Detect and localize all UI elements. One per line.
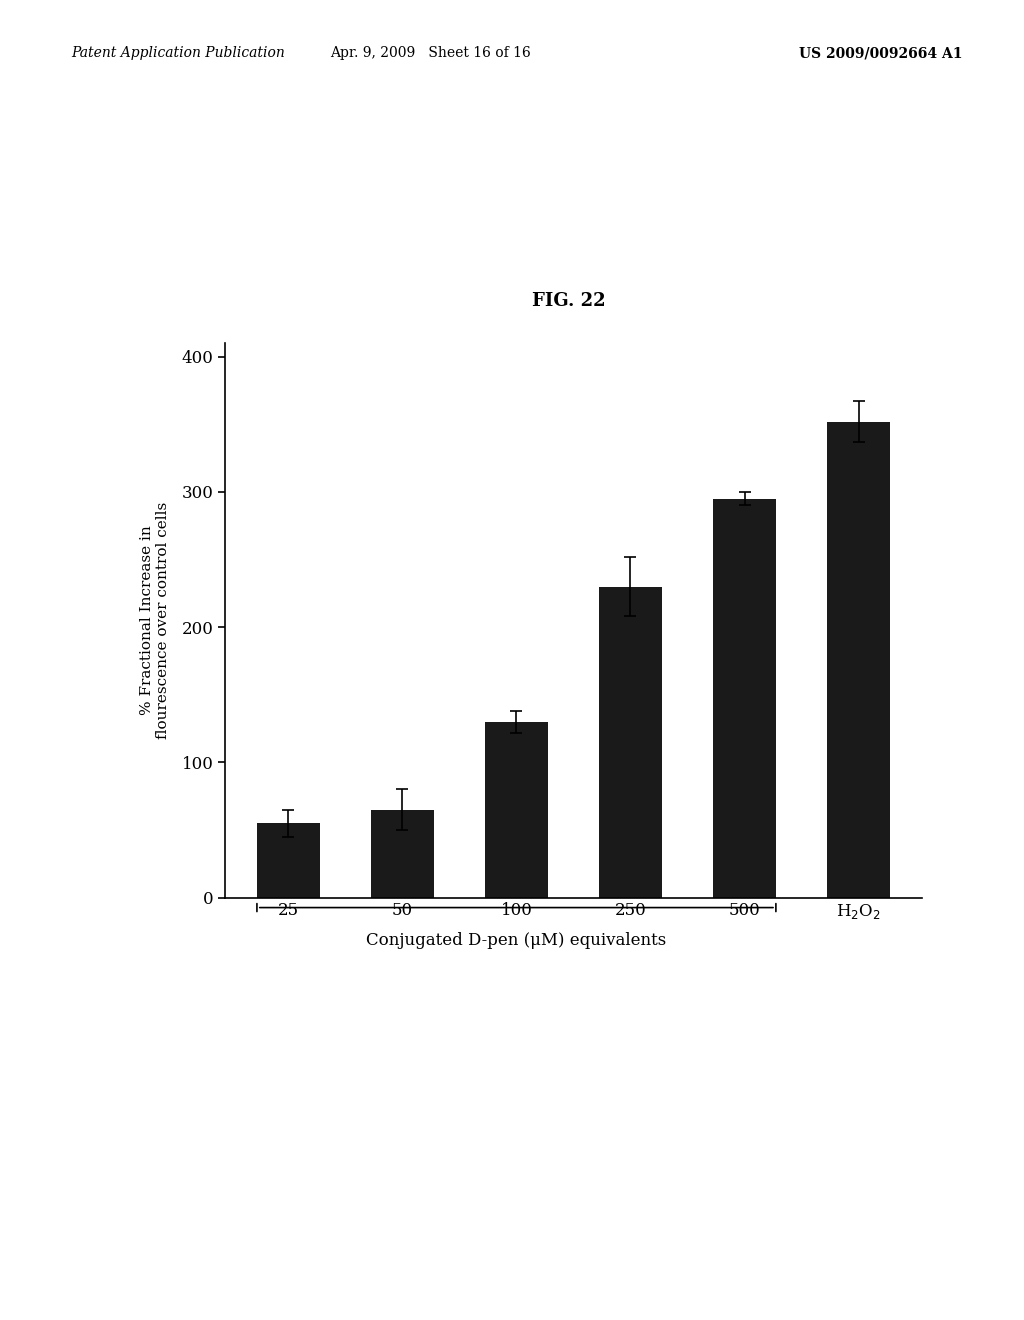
Bar bbox=[257, 824, 319, 898]
Text: Apr. 9, 2009   Sheet 16 of 16: Apr. 9, 2009 Sheet 16 of 16 bbox=[330, 46, 530, 61]
Text: FIG. 22: FIG. 22 bbox=[531, 292, 605, 310]
Bar bbox=[713, 499, 776, 898]
Text: Patent Application Publication: Patent Application Publication bbox=[72, 46, 286, 61]
Text: US 2009/0092664 A1: US 2009/0092664 A1 bbox=[799, 46, 963, 61]
Bar bbox=[827, 421, 890, 898]
Bar bbox=[371, 809, 434, 898]
Y-axis label: % Fractional Increase in
flourescence over control cells: % Fractional Increase in flourescence ov… bbox=[140, 502, 170, 739]
Bar bbox=[599, 586, 662, 898]
Text: Conjugated D-pen (μM) equivalents: Conjugated D-pen (μM) equivalents bbox=[367, 932, 667, 949]
Bar bbox=[485, 722, 548, 898]
